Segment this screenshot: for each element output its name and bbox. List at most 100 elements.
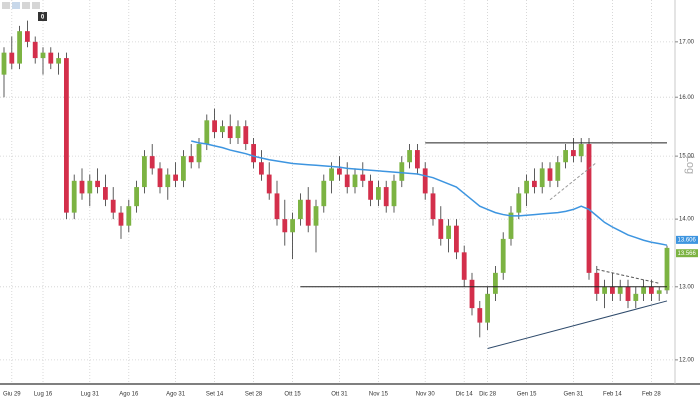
candle-body bbox=[196, 144, 202, 163]
candle-body bbox=[95, 180, 100, 188]
tool-icon[interactable] bbox=[22, 2, 30, 9]
candle-body bbox=[383, 187, 389, 207]
candle-body bbox=[118, 212, 124, 226]
x-tick-label: Dic 28 bbox=[479, 392, 497, 398]
candle-body bbox=[157, 168, 163, 188]
toolbar: 0 bbox=[2, 2, 47, 21]
candle-body bbox=[181, 156, 186, 181]
last-value-box bbox=[676, 235, 698, 244]
candle-body bbox=[532, 180, 537, 188]
candle-body bbox=[40, 52, 46, 59]
candle-body bbox=[251, 144, 256, 163]
candle-body bbox=[422, 168, 428, 194]
candle-body bbox=[454, 225, 459, 253]
candle-body bbox=[469, 279, 475, 309]
candle-body bbox=[64, 58, 69, 213]
candle-body bbox=[87, 180, 93, 194]
candle-body bbox=[134, 187, 139, 207]
moving-average bbox=[191, 140, 668, 246]
candle-body bbox=[329, 168, 334, 181]
x-tick-label: Set 14 bbox=[206, 392, 224, 398]
candle-body bbox=[9, 52, 15, 64]
candle-body bbox=[313, 206, 319, 226]
y-tick-label: 13.00 bbox=[679, 284, 695, 290]
x-tick-label: Ott 31 bbox=[331, 392, 348, 398]
candle-body bbox=[290, 219, 295, 233]
x-tick-label: Lug 31 bbox=[81, 392, 100, 398]
candle-body bbox=[485, 293, 490, 323]
candle-body bbox=[610, 286, 615, 294]
candle-body bbox=[493, 272, 498, 294]
tool-icon[interactable] bbox=[32, 2, 40, 9]
candle-body bbox=[212, 120, 217, 133]
x-tick-label: Ago 16 bbox=[119, 392, 139, 398]
candle-body bbox=[368, 180, 373, 200]
candle-body bbox=[625, 286, 631, 301]
candle-body bbox=[321, 180, 327, 207]
candle-body bbox=[17, 31, 22, 64]
candle-body bbox=[594, 272, 600, 294]
x-tick-label: Gen 15 bbox=[517, 392, 537, 398]
candle-body bbox=[539, 168, 545, 188]
candle-body bbox=[430, 193, 436, 220]
candle-body bbox=[516, 193, 522, 213]
candle-body bbox=[508, 212, 514, 239]
y-tick-label: 17.00 bbox=[679, 39, 695, 45]
candle-body bbox=[337, 168, 342, 175]
trend-line bbox=[596, 268, 660, 284]
candle-body bbox=[305, 199, 311, 226]
candle-body bbox=[220, 126, 225, 133]
candle-body bbox=[446, 225, 451, 239]
candle-body bbox=[664, 247, 670, 291]
candle-body bbox=[617, 286, 623, 294]
candle-body bbox=[1, 52, 7, 75]
candle-body bbox=[71, 180, 77, 213]
x-tick-label: Set 28 bbox=[245, 392, 263, 398]
candle-body bbox=[563, 150, 568, 163]
x-tick-label: Ott 15 bbox=[284, 392, 301, 398]
candle-body bbox=[578, 144, 584, 157]
candle-body bbox=[298, 199, 303, 220]
candle-body bbox=[79, 180, 85, 194]
x-tick-label: Nov 30 bbox=[416, 392, 436, 398]
candle-body bbox=[188, 156, 194, 163]
candle-body bbox=[48, 52, 54, 64]
candle-body bbox=[282, 219, 288, 233]
candle-body bbox=[204, 120, 210, 145]
candle-body bbox=[352, 174, 358, 188]
candle-body bbox=[376, 187, 381, 200]
tool-icon[interactable] bbox=[12, 2, 20, 9]
candle-body bbox=[173, 174, 178, 181]
candle-body bbox=[360, 174, 366, 181]
candle-body bbox=[415, 150, 420, 169]
candle-body bbox=[602, 286, 607, 294]
x-tick-label: Ago 31 bbox=[166, 392, 186, 398]
badge-box bbox=[38, 12, 47, 21]
badge: 0 bbox=[41, 14, 45, 20]
tool-icon[interactable] bbox=[2, 2, 10, 9]
candle-body bbox=[633, 293, 639, 301]
candle-body bbox=[126, 206, 132, 226]
y-tick-label: 14.00 bbox=[679, 217, 695, 223]
candle-body bbox=[32, 41, 38, 59]
candle-body bbox=[656, 290, 662, 294]
candle-body bbox=[555, 162, 561, 181]
candle-body bbox=[391, 180, 397, 207]
candle-body bbox=[461, 252, 467, 280]
y-tick-label: 12.00 bbox=[679, 357, 695, 363]
x-tick-label: Nov 15 bbox=[369, 392, 389, 398]
x-tick-label: Feb 14 bbox=[603, 392, 622, 398]
candle-body bbox=[438, 219, 444, 239]
candle-body bbox=[649, 286, 654, 294]
x-tick-label: Feb 28 bbox=[642, 392, 661, 398]
candle-body bbox=[165, 174, 171, 188]
candle-body bbox=[110, 199, 116, 213]
candle-body bbox=[274, 193, 280, 220]
scale-label: Log bbox=[684, 156, 696, 174]
candle-body bbox=[500, 238, 506, 273]
candle-body bbox=[103, 187, 108, 200]
y-tick-label: 15.00 bbox=[679, 154, 695, 160]
candle-body bbox=[259, 162, 264, 175]
